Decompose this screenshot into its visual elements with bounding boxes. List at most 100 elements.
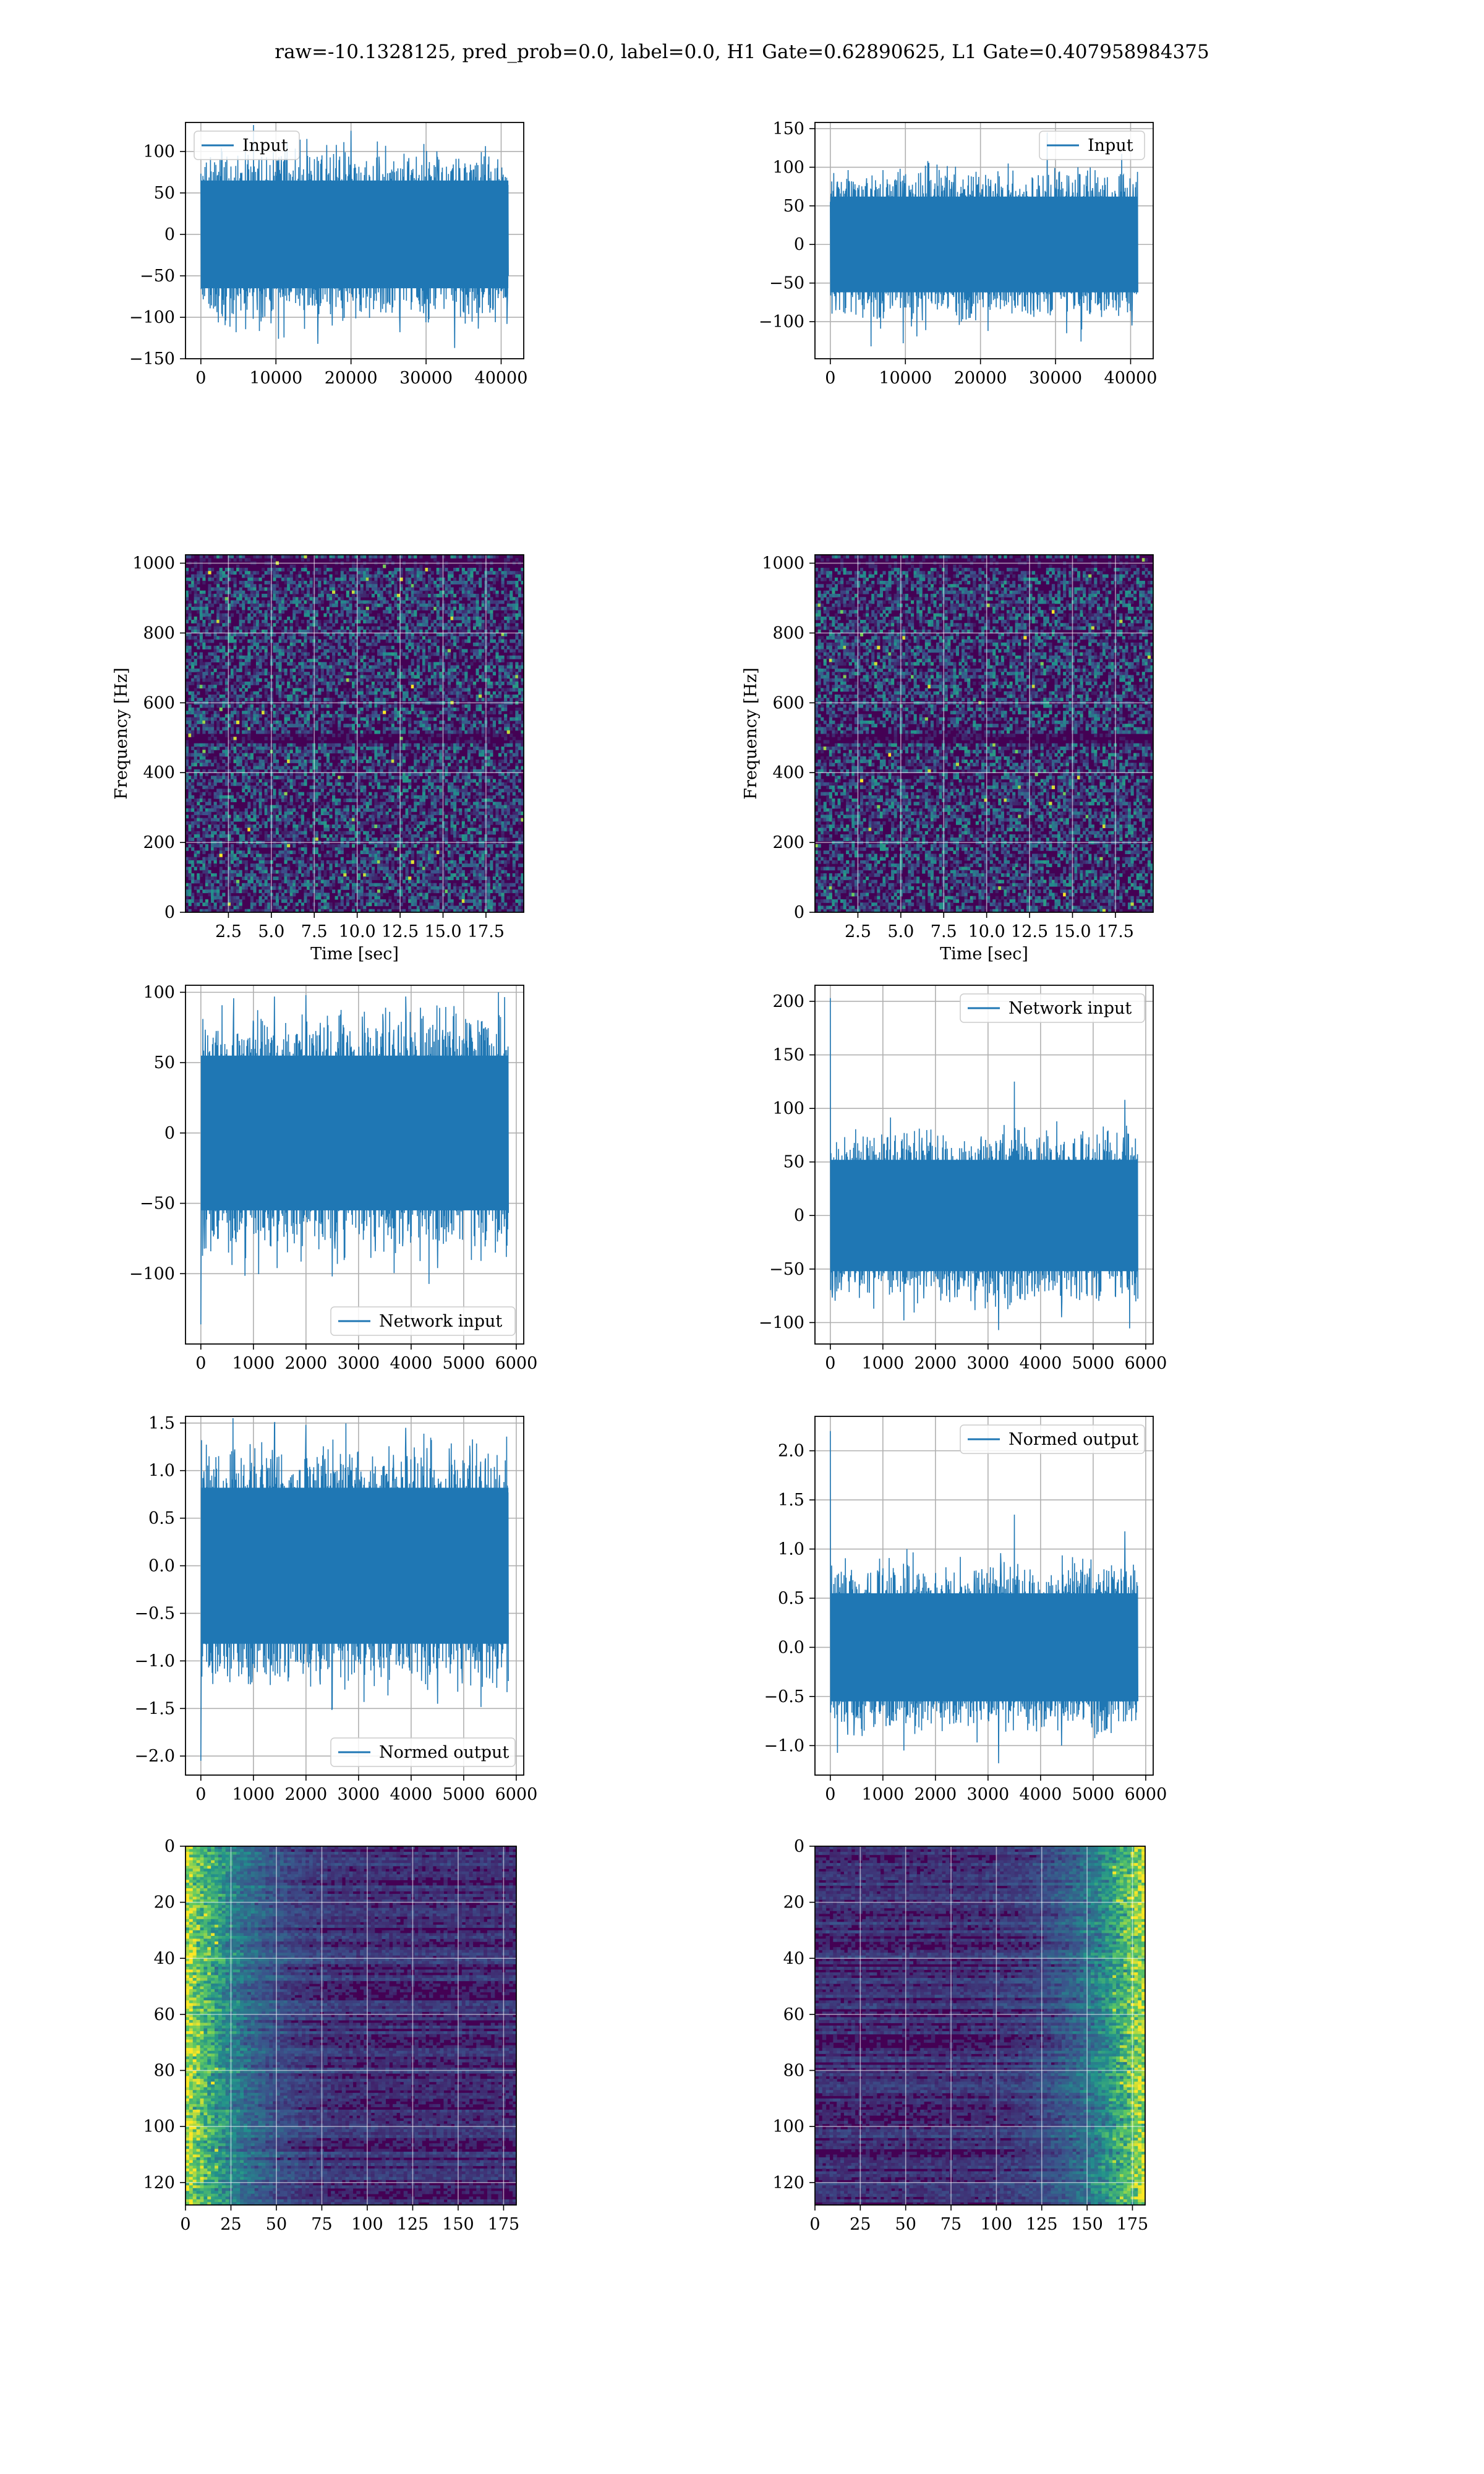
heatmap-cell: [504, 591, 507, 594]
heatmap-cell: [200, 594, 203, 597]
y-tick-label: 0: [794, 235, 804, 254]
heatmap-cell: [225, 584, 228, 588]
heatmap-cell: [467, 568, 471, 571]
heatmap-cell: [403, 591, 406, 594]
heatmap-cell: [301, 578, 304, 581]
heatmap-cell: [369, 591, 372, 594]
heatmap-cell: [394, 581, 397, 584]
heatmap-cell: [419, 594, 422, 597]
heatmap-cell: [335, 571, 338, 575]
heatmap-cell: [214, 597, 217, 601]
heatmap-cell: [191, 588, 194, 591]
heatmap-cell: [374, 578, 377, 581]
heatmap-cell: [504, 594, 507, 597]
x-tick-label: 0: [195, 369, 206, 388]
heatmap-cell: [315, 584, 318, 588]
heatmap-cell: [189, 591, 192, 594]
heatmap-cell: [341, 571, 344, 575]
heatmap-cell: [425, 568, 428, 571]
heatmap-cell: [476, 594, 479, 597]
heatmap-cell: [383, 575, 386, 578]
heatmap-cell: [214, 588, 217, 591]
heatmap-cell: [242, 594, 245, 597]
heatmap-cell: [507, 594, 510, 597]
x-tick-label: 30000: [399, 369, 453, 388]
heatmap-cell: [253, 588, 256, 591]
x-tick-label: 40000: [1104, 369, 1158, 388]
heatmap-cell: [515, 584, 518, 588]
heatmap-cell: [380, 571, 383, 575]
heatmap-cell: [278, 575, 281, 578]
heatmap-cell: [200, 568, 203, 571]
heatmap-cell: [208, 588, 211, 591]
heatmap-cell: [357, 591, 360, 594]
heatmap-cell: [498, 571, 501, 575]
heatmap-cell: [318, 578, 321, 581]
heatmap-cell: [377, 594, 380, 597]
heatmap-cell: [259, 578, 262, 581]
heatmap-cell: [307, 575, 310, 578]
heatmap-cell: [326, 568, 330, 571]
heatmap-cell: [214, 581, 217, 584]
heatmap-cell: [194, 591, 197, 594]
heatmap-cell: [431, 581, 434, 584]
heatmap-cell: [487, 588, 490, 591]
heatmap-cell: [253, 584, 256, 588]
heatmap-cell: [194, 584, 197, 588]
heatmap-cell: [470, 594, 473, 597]
heatmap-cell: [233, 558, 236, 562]
heatmap-cell: [501, 575, 505, 578]
heatmap-cell: [267, 591, 270, 594]
heatmap-cell: [363, 575, 366, 578]
heatmap-cell: [419, 591, 422, 594]
heatmap-cell: [439, 575, 442, 578]
heatmap-cell: [414, 565, 417, 568]
heatmap-cell: [411, 594, 414, 597]
heatmap-cell: [214, 575, 217, 578]
heatmap-cell: [470, 571, 473, 575]
heatmap-cell: [490, 568, 493, 571]
heatmap-cell: [357, 594, 360, 597]
heatmap-cell: [296, 575, 299, 578]
heatmap-cell: [349, 575, 352, 578]
heatmap-cell: [236, 594, 239, 597]
heatmap-cell: [233, 584, 236, 588]
heatmap-cell: [250, 588, 254, 591]
heatmap-cell: [419, 565, 422, 568]
heatmap-cell: [202, 558, 205, 562]
heatmap-cell: [341, 581, 344, 584]
x-tick-label: 40000: [475, 369, 528, 388]
heatmap-cell: [225, 588, 228, 591]
heatmap-cell: [363, 591, 366, 594]
legend: Input: [1039, 131, 1145, 160]
heatmap-cell: [493, 588, 496, 591]
heatmap-cell: [245, 571, 248, 575]
heatmap-cell: [315, 578, 318, 581]
heatmap-cell: [501, 571, 505, 575]
heatmap-cell: [318, 581, 321, 584]
heatmap-cell: [273, 558, 276, 562]
heatmap-cell: [450, 581, 453, 584]
heatmap-cell: [247, 575, 250, 578]
heatmap-cell: [445, 568, 448, 571]
heatmap-cell: [363, 578, 366, 581]
heatmap-cell: [394, 571, 397, 575]
heatmap-cell: [510, 571, 513, 575]
heatmap-cell: [225, 575, 228, 578]
heatmap-cell: [200, 558, 203, 562]
heatmap-cell: [273, 568, 276, 571]
heatmap-cell: [439, 594, 442, 597]
heatmap-cell: [352, 588, 355, 591]
heatmap-cell: [197, 597, 200, 601]
heatmap-cell: [216, 584, 220, 588]
heatmap-cell: [377, 568, 380, 571]
heatmap-cell: [208, 575, 211, 578]
heatmap-cell: [439, 578, 442, 581]
heatmap-cell: [482, 594, 485, 597]
heatmap-cell: [470, 588, 473, 591]
y-tick-label: 0: [164, 225, 175, 244]
heatmap-cell: [329, 588, 332, 591]
heatmap-cell: [304, 584, 307, 588]
heatmap-cell: [369, 568, 372, 571]
heatmap-cell: [518, 571, 521, 575]
